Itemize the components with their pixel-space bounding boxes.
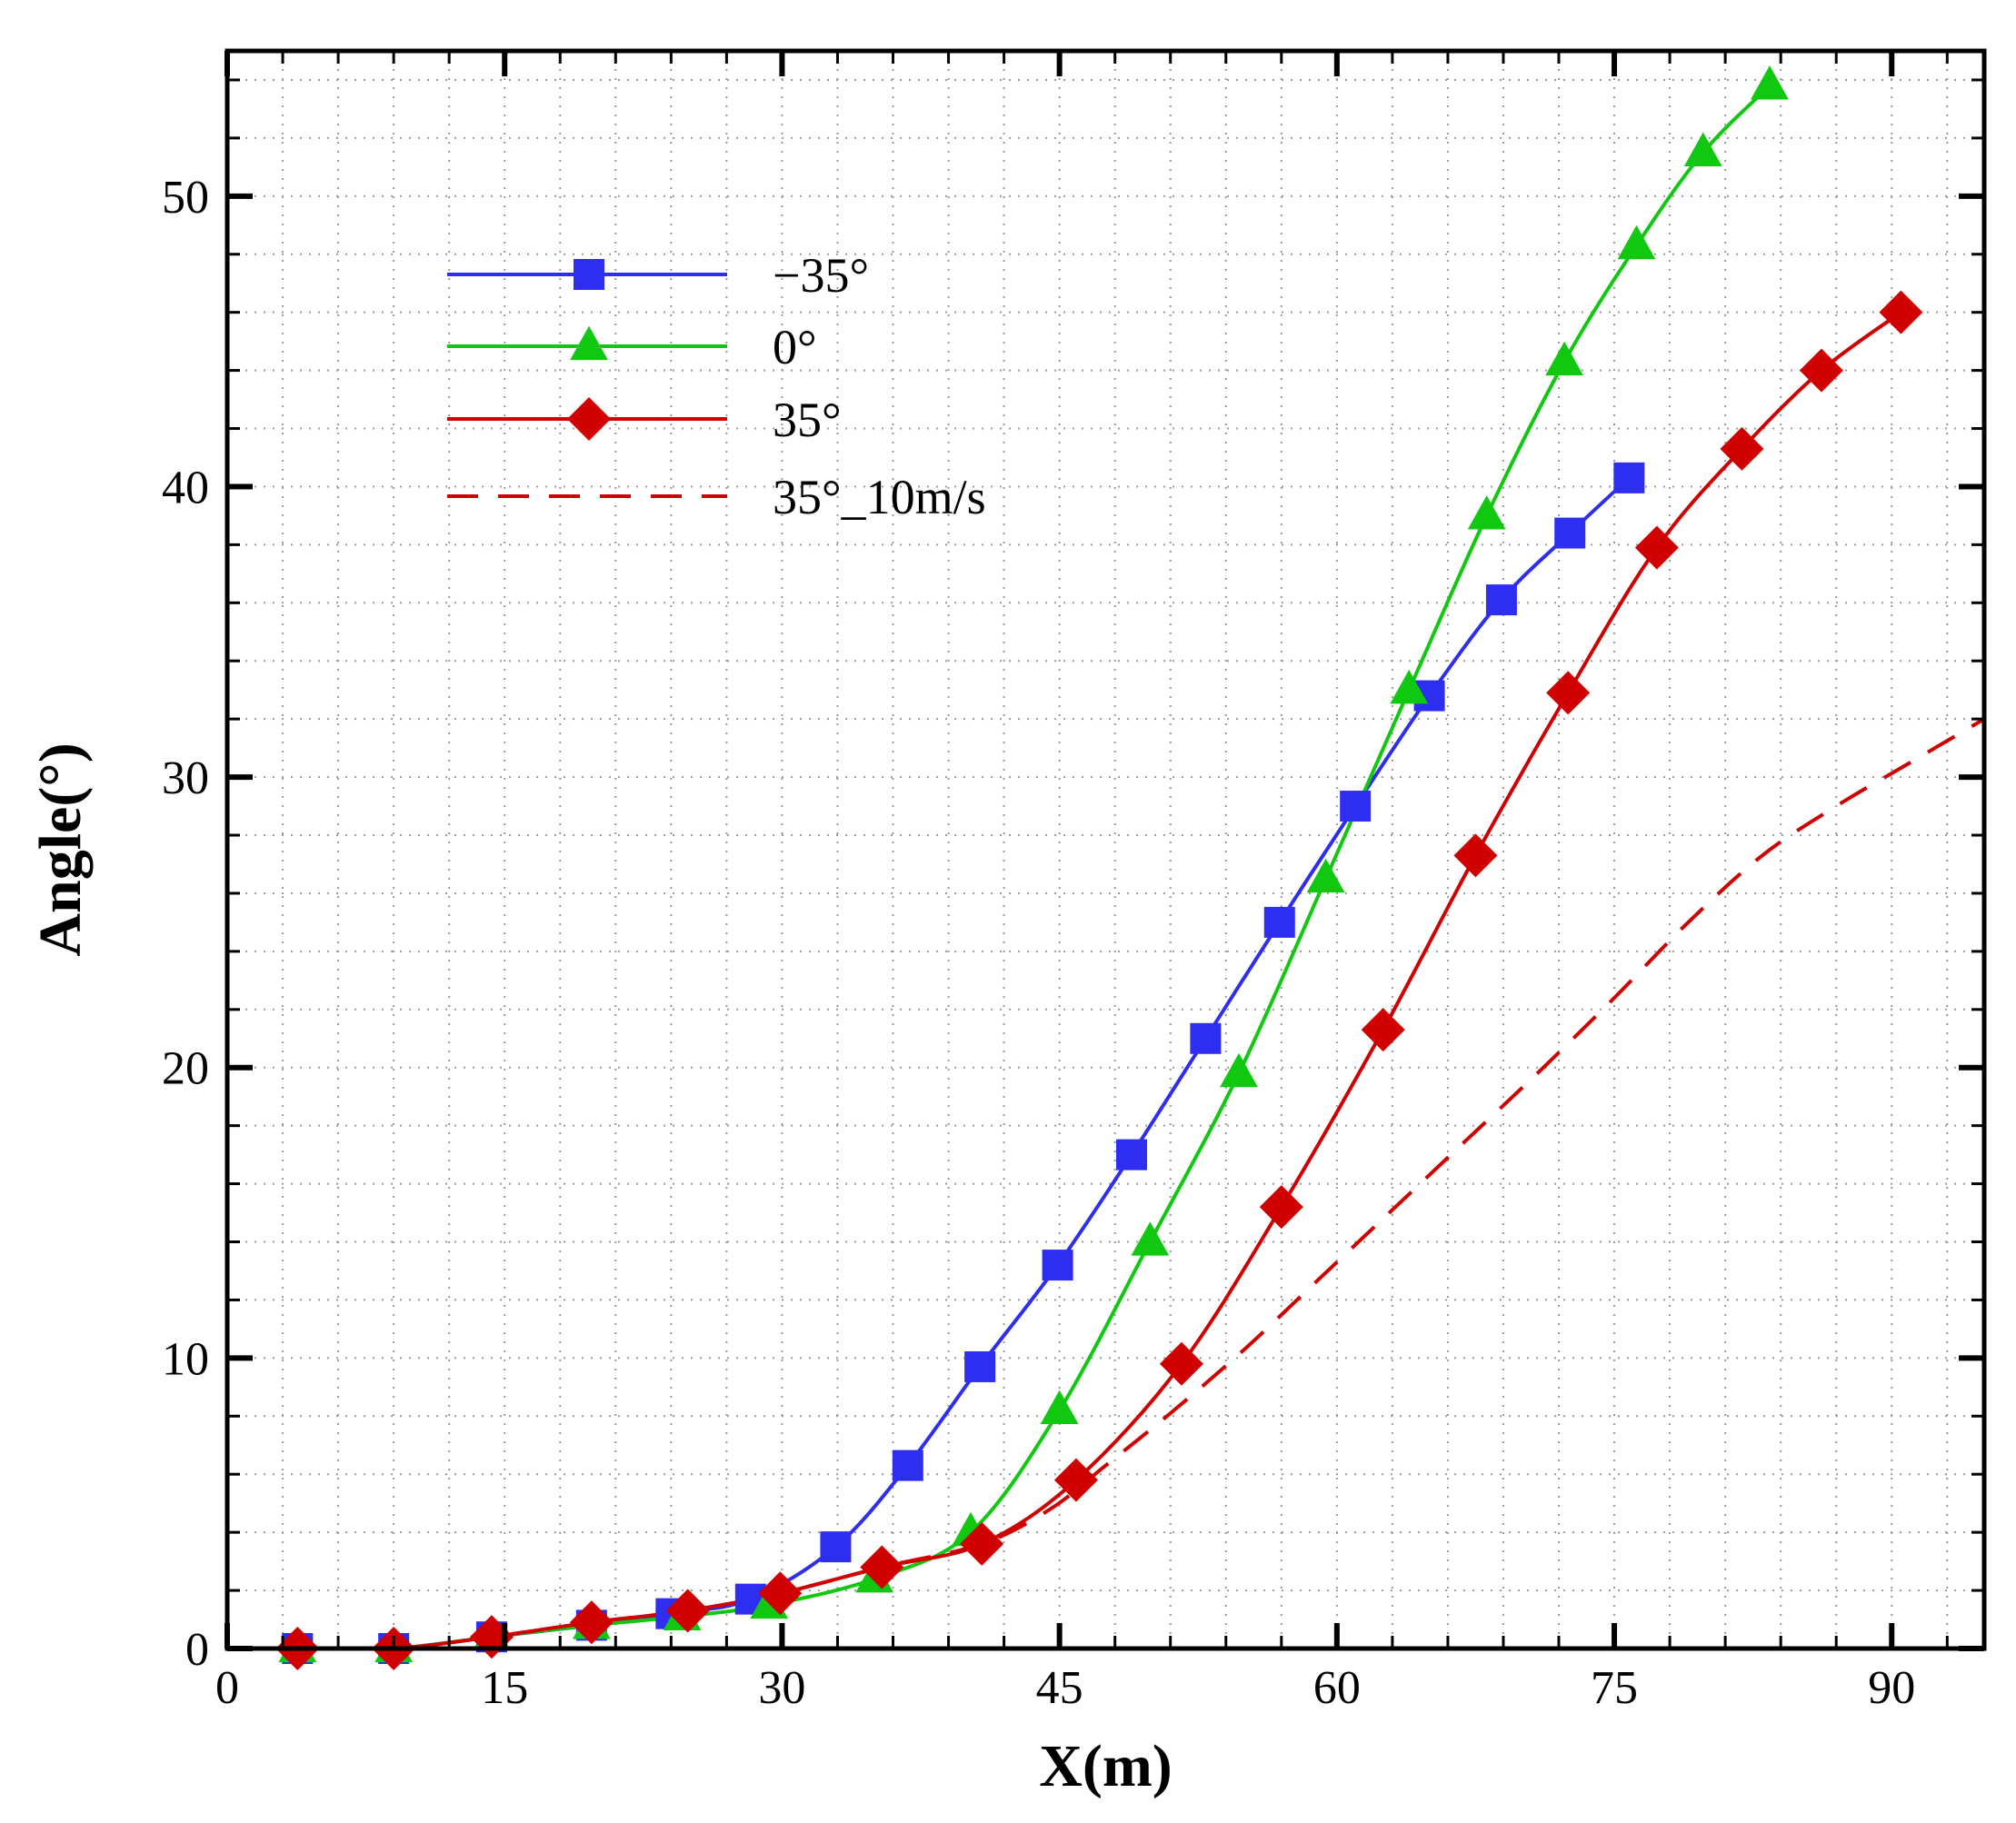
data-point-series-2: [1546, 671, 1591, 715]
y-axis-title: Angle(°): [27, 742, 94, 956]
data-point-series-2: [960, 1521, 1004, 1566]
series-line-1: [297, 84, 1771, 1649]
x-tick-label: 0: [215, 1662, 239, 1714]
y-tick-label: 0: [185, 1624, 209, 1676]
data-point-series-2: [665, 1589, 710, 1633]
data-point-series-2: [1159, 1341, 1203, 1386]
data-point-series-2: [1720, 426, 1764, 471]
data-point-series-0: [820, 1531, 852, 1563]
data-point-series-0: [1613, 462, 1645, 493]
y-tick-label: 50: [162, 172, 209, 224]
x-tick-label: 75: [1591, 1662, 1638, 1714]
data-point-series-1: [1751, 65, 1789, 100]
data-point-series-1: [1220, 1052, 1258, 1088]
data-point-series-0: [1042, 1250, 1073, 1281]
legend: −35° 0° 35° 35°_10m/s: [447, 248, 986, 524]
legend-label-3: 35°_10m/s: [773, 470, 986, 524]
data-point-series-0: [1190, 1022, 1222, 1054]
y-tick-label: 20: [162, 1043, 209, 1095]
legend-marker-1: [570, 325, 608, 361]
data-point-series-1: [1131, 1221, 1170, 1256]
data-point-series-0: [892, 1449, 923, 1481]
data-point-series-2: [1361, 1008, 1405, 1052]
series-lines: [297, 84, 1984, 1649]
data-point-series-1: [1040, 1390, 1079, 1425]
series-line-3: [297, 717, 1984, 1649]
x-axis-title: X(m): [1039, 1733, 1173, 1799]
data-point-series-2: [1879, 290, 1923, 334]
y-tick-label: 30: [162, 752, 209, 804]
data-point-series-1: [1617, 224, 1656, 260]
plot-frame: [225, 48, 1987, 1651]
data-point-series-2: [758, 1571, 803, 1616]
x-tick-label: 30: [758, 1662, 805, 1714]
data-point-series-1: [1467, 495, 1506, 530]
data-point-series-2: [569, 1600, 614, 1645]
legend-label-0: −35°: [773, 248, 869, 303]
data-point-series-2: [1453, 833, 1498, 878]
series-line-2: [297, 311, 1902, 1649]
x-tick-label: 60: [1313, 1662, 1361, 1714]
y-tick-label: 10: [162, 1333, 209, 1385]
x-tick-label: 90: [1868, 1662, 1915, 1714]
data-point-series-0: [1485, 584, 1517, 616]
legend-label-1: 0°: [773, 320, 817, 374]
tick-labels: 0 15 30 45 60 75 90 0 10 20 30 40 50: [162, 172, 1915, 1714]
x-tick-label: 45: [1036, 1662, 1083, 1714]
legend-label-2: 35°: [773, 393, 842, 447]
data-point-series-0: [964, 1350, 996, 1382]
series-markers: [275, 65, 1923, 1670]
data-point-series-1: [1545, 341, 1583, 376]
x-tick-label: 15: [481, 1662, 528, 1714]
data-point-series-2: [1634, 525, 1679, 570]
data-point-series-2: [860, 1545, 904, 1589]
grid: [227, 51, 1984, 1649]
data-point-series-2: [1053, 1458, 1098, 1502]
legend-marker-2: [567, 397, 611, 441]
data-point-series-1: [1390, 669, 1429, 704]
data-point-series-0: [1340, 791, 1372, 822]
data-point-series-0: [1554, 517, 1586, 549]
data-point-series-1: [1683, 132, 1722, 166]
series-line-0: [297, 476, 1631, 1649]
data-point-series-0: [1263, 906, 1295, 938]
legend-marker-0: [574, 259, 604, 290]
y-tick-label: 40: [162, 462, 209, 513]
data-point-series-1: [1306, 858, 1345, 893]
data-point-series-0: [1115, 1139, 1147, 1171]
axis-ticks: [225, 51, 1984, 1651]
data-point-series-2: [1799, 348, 1843, 393]
data-point-series-2: [1259, 1185, 1303, 1230]
